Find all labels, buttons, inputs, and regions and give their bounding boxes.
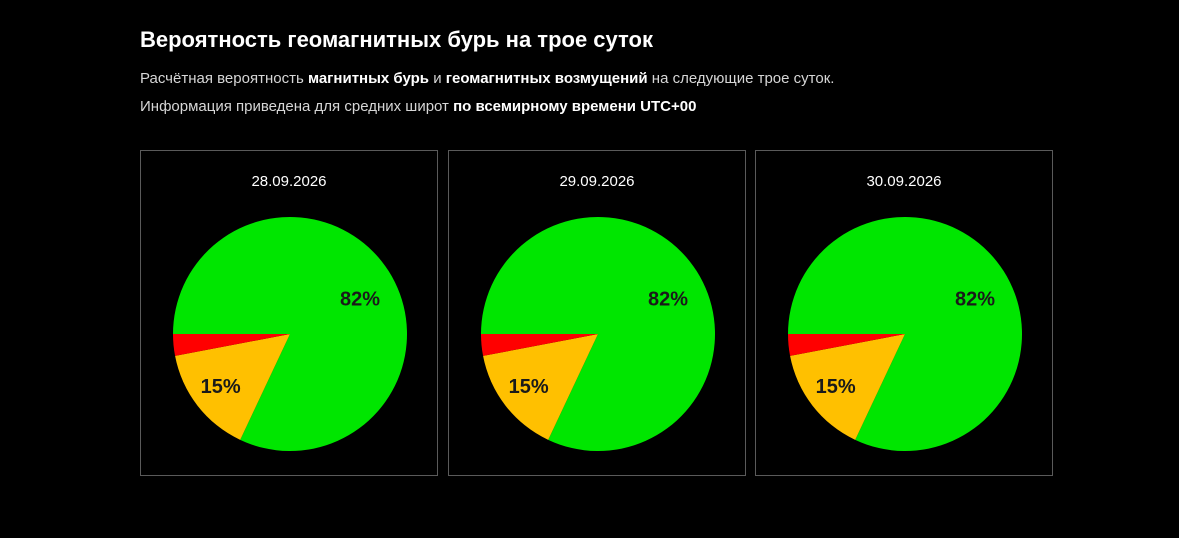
pie-slice-2 xyxy=(788,334,905,356)
pie-slice-2 xyxy=(481,334,598,356)
pie-slice-label-0: 82% xyxy=(648,288,688,310)
pie-slice-2 xyxy=(173,334,290,356)
description-text: на следующие трое суток. xyxy=(647,70,835,87)
pie-chart: 82% 15% xyxy=(788,217,1022,452)
pie-slice-label-0: 82% xyxy=(340,288,380,310)
pie-slice-1 xyxy=(483,334,598,440)
page-title: Вероятность геомагнитных бурь на трое су… xyxy=(140,27,653,52)
pie-slice-0 xyxy=(173,217,407,452)
pie-slice-1 xyxy=(790,334,905,440)
description-bold-geomagnetic-disturbances: геомагнитных возмущений xyxy=(445,70,648,87)
description-line-2: Информация приведена для средних широт п… xyxy=(140,98,696,115)
pie-slice-label-1: 15% xyxy=(816,376,856,398)
description-line-1: Расчётная вероятность магнитных бурь и г… xyxy=(140,70,834,87)
description-bold-magnetic-storms: магнитных бурь xyxy=(307,70,430,87)
forecast-cards: 28.09.2026 82% 15% 29.09.2026 82% 15% 30.0… xyxy=(140,150,1060,478)
description-text: Информация приведена для средних широт xyxy=(140,98,454,115)
description-text: и xyxy=(429,70,446,87)
card-date: 30.09.2026 xyxy=(866,173,942,190)
pie-slice-label-1: 15% xyxy=(201,376,241,398)
pie-slice-0 xyxy=(788,217,1022,452)
card-date: 28.09.2026 xyxy=(251,173,327,190)
forecast-card-day-1: 28.09.2026 82% 15% xyxy=(140,150,438,476)
forecast-card-day-2: 29.09.2026 82% 15% xyxy=(448,150,746,476)
pie-slice-0 xyxy=(481,217,715,452)
forecast-card-day-3: 30.09.2026 82% 15% xyxy=(755,150,1053,476)
card-date: 29.09.2026 xyxy=(559,173,635,190)
pie-slice-label-1: 15% xyxy=(509,376,549,398)
pie-chart: 82% 15% xyxy=(481,217,715,452)
pie-slice-label-0: 82% xyxy=(955,288,995,310)
description-bold-utc: по всемирному времени UTC+00 xyxy=(453,98,697,115)
pie-slice-1 xyxy=(175,334,290,440)
description-text: Расчётная вероятность xyxy=(140,70,308,87)
pie-chart: 82% 15% xyxy=(173,217,407,452)
